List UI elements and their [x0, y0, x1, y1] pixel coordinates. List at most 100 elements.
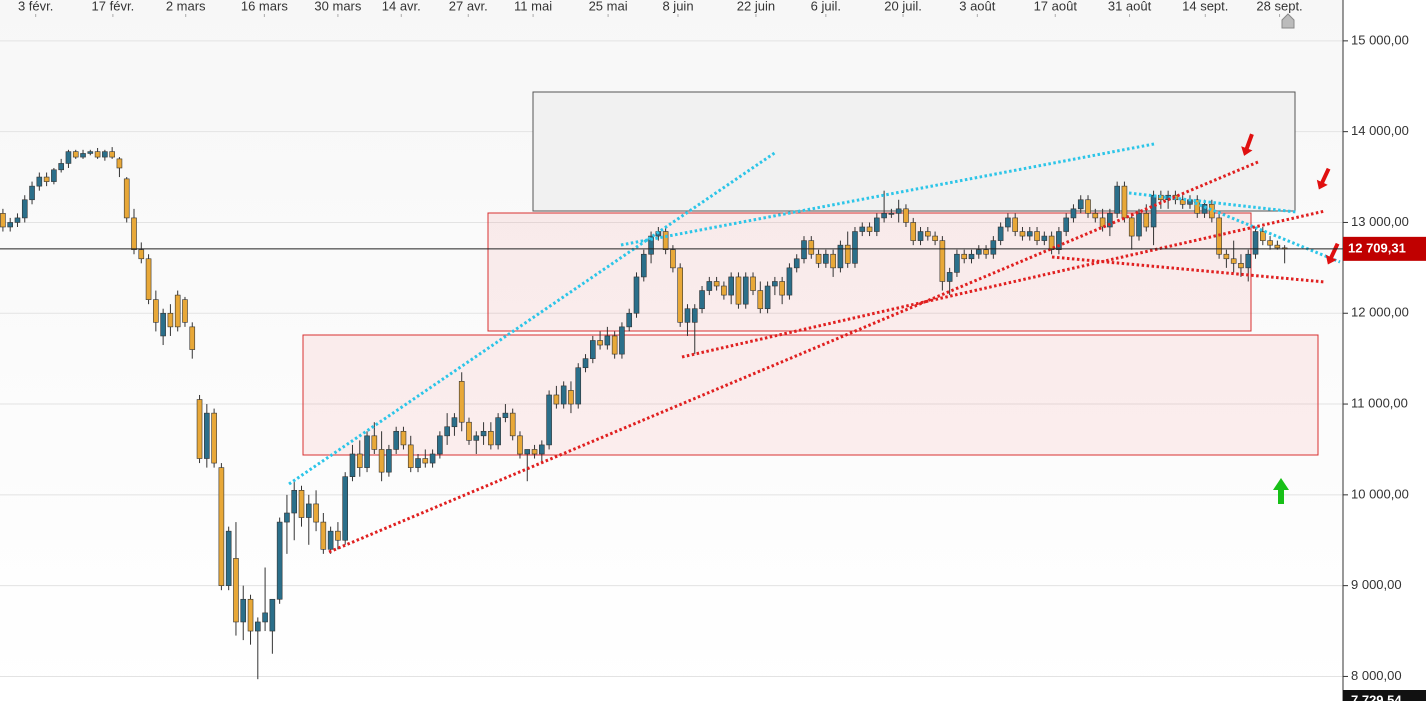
candle-body	[51, 169, 57, 182]
candle-body	[553, 394, 560, 405]
candle-body	[895, 208, 902, 214]
trendline	[1194, 201, 1341, 264]
candle-body	[866, 226, 873, 232]
candle-body	[174, 294, 181, 328]
red-zone	[302, 334, 1319, 456]
candle-body	[1143, 213, 1150, 228]
candle-body	[342, 476, 348, 541]
candle-body	[961, 253, 968, 260]
down-arrow	[1316, 167, 1331, 190]
candle-body	[1107, 213, 1113, 228]
candle-body	[1012, 217, 1018, 232]
candle-body	[422, 458, 429, 464]
candle-body	[1128, 217, 1135, 237]
candle-body	[495, 417, 501, 446]
candle-body	[466, 421, 472, 441]
x-tick-label: 17 févr.	[92, 0, 135, 13]
candle-body	[670, 249, 676, 269]
candle-body	[43, 176, 50, 182]
candle-body	[72, 151, 79, 158]
candle-body	[1034, 231, 1040, 241]
candle-body	[560, 385, 567, 405]
candle-body	[291, 490, 298, 514]
candle-body	[1238, 263, 1244, 269]
x-tick-label: 16 mars	[241, 0, 288, 13]
candle-body	[837, 244, 844, 269]
candle-body	[109, 151, 115, 158]
candle-body	[524, 449, 531, 455]
candle-body	[793, 258, 800, 269]
candle-body	[997, 226, 1004, 241]
candle-body	[371, 435, 378, 450]
candle-body	[713, 281, 720, 287]
candle-body	[480, 430, 487, 437]
candle-body	[830, 253, 836, 269]
trendlines	[288, 142, 1341, 554]
x-tick-label: 11 mai	[514, 0, 552, 13]
scroll-icon[interactable]	[1281, 13, 1295, 29]
x-tick-label: 25 mai	[589, 0, 628, 13]
axis-min-box	[1343, 690, 1426, 701]
candle-body	[0, 213, 6, 228]
candle-body	[123, 178, 130, 219]
candle-body	[750, 276, 756, 291]
candle-body	[903, 208, 909, 223]
candle-body	[975, 249, 982, 255]
candle-body	[1070, 208, 1077, 219]
candle-body	[1114, 185, 1120, 214]
candle-body	[400, 430, 407, 446]
candle-body	[925, 231, 931, 237]
candle-body	[196, 399, 203, 459]
candle-body	[721, 285, 727, 296]
candle-body	[735, 276, 742, 305]
candle-body	[888, 213, 895, 215]
candle-body	[65, 151, 72, 164]
candle-body	[684, 308, 691, 323]
candle-body	[327, 530, 334, 550]
x-tick-label: 31 août	[1108, 0, 1152, 13]
candle-body	[1041, 235, 1048, 241]
candle-body	[204, 412, 210, 459]
candle-body	[619, 326, 625, 355]
candle-body	[218, 467, 225, 586]
candle-body	[211, 412, 217, 464]
candle-body	[262, 612, 268, 623]
candle-body	[386, 449, 392, 473]
candle-body	[1274, 244, 1281, 249]
candle-body	[80, 153, 86, 158]
y-tick-label: 9 000,00	[1351, 577, 1402, 592]
candle-body	[182, 299, 188, 323]
candle-body	[1121, 185, 1128, 219]
candle-body	[1252, 231, 1259, 255]
candle-body	[36, 176, 43, 187]
candle-body	[706, 281, 713, 291]
candle-body	[968, 253, 975, 260]
candle-body	[7, 222, 13, 228]
candle-body	[502, 412, 509, 418]
candle-body	[742, 276, 749, 305]
candle-body	[1077, 199, 1084, 210]
y-tick-label: 13 000,00	[1351, 214, 1409, 229]
candle-body	[823, 253, 829, 264]
candle-body	[87, 151, 94, 154]
candle-body	[779, 281, 785, 296]
candle-body	[21, 199, 28, 219]
candle-body	[116, 158, 123, 169]
candle-body	[488, 430, 494, 446]
candle-body	[910, 222, 917, 241]
y-tick-label: 15 000,00	[1351, 32, 1409, 47]
candle-body	[1099, 217, 1106, 228]
candle-body	[335, 530, 341, 541]
candle-body	[102, 151, 108, 158]
candle-body	[1245, 253, 1252, 269]
candle-body	[568, 390, 574, 405]
candle-body	[269, 598, 276, 632]
candle-body	[58, 163, 64, 171]
candle-body	[1056, 231, 1062, 250]
y-tick-label: 14 000,00	[1351, 123, 1409, 138]
x-tick-label: 6 juil.	[811, 0, 841, 13]
y-tick-label: 10 000,00	[1351, 486, 1409, 501]
candle-body	[932, 235, 938, 241]
candle-body	[874, 217, 880, 232]
candle-body	[757, 290, 764, 310]
